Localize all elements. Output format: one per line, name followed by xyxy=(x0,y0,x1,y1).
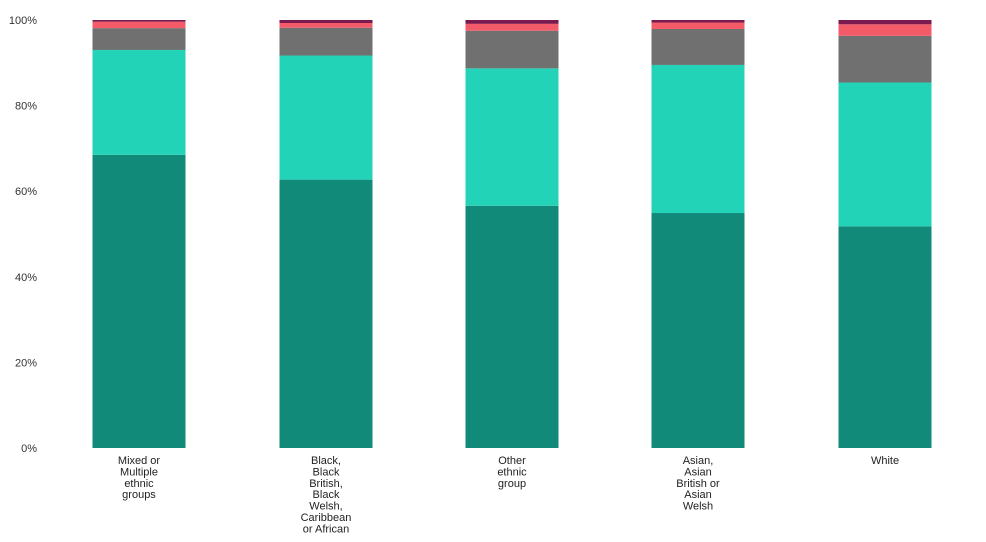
x-category-label-line: Black, xyxy=(311,455,341,467)
bar-segment xyxy=(92,49,186,155)
y-tick-label: 100% xyxy=(9,15,37,27)
x-category-label-line: Asian, xyxy=(683,455,714,467)
x-category-label: Other ethnic group xyxy=(497,455,527,490)
x-category-label-line: or African xyxy=(303,523,349,535)
bar-segment xyxy=(838,20,932,25)
x-category-label-line: group xyxy=(498,478,526,490)
bar-segment xyxy=(92,20,186,22)
bar-segment xyxy=(651,28,745,65)
x-category-label-line: Mixed or xyxy=(118,455,161,467)
x-category-label-line: British or xyxy=(676,478,720,490)
x-category-label-line: Black xyxy=(313,466,340,478)
bar-segment xyxy=(465,68,559,206)
x-category-label-line: Asian xyxy=(684,489,712,501)
x-category-label-line: Other xyxy=(498,455,526,467)
x-category-label: Mixed or Multiple ethnic groups xyxy=(118,455,161,501)
bar-segment xyxy=(279,27,373,56)
bar-segment xyxy=(279,20,373,23)
x-category-label-line: ethnic xyxy=(124,478,154,490)
bar-stack xyxy=(838,20,932,448)
x-category-label-line: White xyxy=(871,455,899,467)
bar-segment xyxy=(465,20,559,24)
y-tick-label: 20% xyxy=(15,357,37,369)
bar-segment xyxy=(279,55,373,180)
x-category-label: Asian, Asian British or Asian Welsh xyxy=(676,455,720,513)
bar-segment xyxy=(92,28,186,50)
x-category-label-line: groups xyxy=(122,489,156,501)
x-category-label-line: Welsh xyxy=(683,501,713,513)
x-category-label-line: ethnic xyxy=(497,466,527,478)
bar-segment xyxy=(92,21,186,29)
bar-segment xyxy=(838,35,932,83)
x-category-label-line: British, xyxy=(309,478,343,490)
bar-segment xyxy=(465,205,559,448)
y-tick-label: 80% xyxy=(15,101,37,113)
y-tick-label: 60% xyxy=(15,186,37,198)
bar-segment xyxy=(465,23,559,31)
bar-segment xyxy=(838,24,932,36)
bar-segment xyxy=(651,22,745,29)
bar-stack xyxy=(279,20,373,449)
bar-stack xyxy=(651,20,745,448)
bars xyxy=(92,20,932,449)
bar-segment xyxy=(651,20,745,23)
x-category-label-line: Caribbean xyxy=(301,512,352,524)
bar-segment xyxy=(465,30,559,69)
x-category-label-line: Black xyxy=(313,489,340,501)
x-category-label: Black, Black British, Black Welsh, Caribbean o… xyxy=(301,455,352,535)
bar-segment xyxy=(838,82,932,227)
bar-segment xyxy=(838,226,932,448)
bar-stack xyxy=(92,20,186,448)
bar-segment xyxy=(92,154,186,448)
x-category-label-line: Multiple xyxy=(120,466,158,478)
y-axis: 0% 20% 40% 60% 80% 100% xyxy=(9,15,37,455)
y-tick-label: 40% xyxy=(15,272,37,284)
bar-stack xyxy=(465,20,559,448)
bar-segment xyxy=(651,213,745,448)
x-category-label-line: Asian xyxy=(684,466,712,478)
x-category-label-line: Welsh, xyxy=(309,501,342,513)
bar-segment xyxy=(651,64,745,214)
y-tick-label: 0% xyxy=(21,443,37,455)
x-category-label: White xyxy=(871,455,899,467)
bar-segment xyxy=(279,22,373,28)
bar-segment xyxy=(279,179,373,449)
